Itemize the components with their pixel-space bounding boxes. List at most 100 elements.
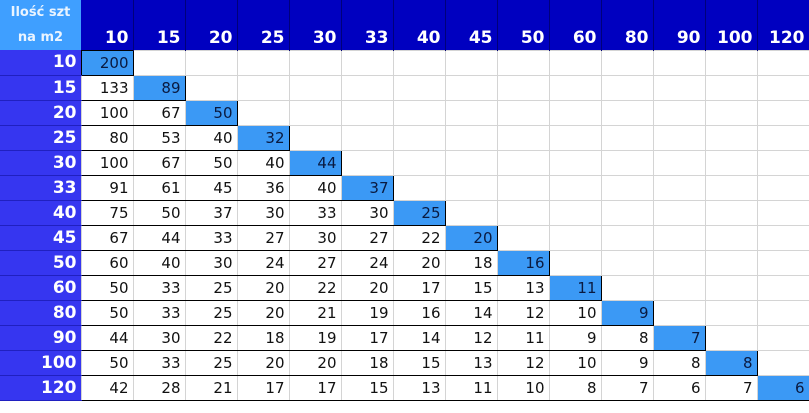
value-cell[interactable]: 25 <box>184 299 238 326</box>
value-cell[interactable]: 24 <box>236 249 290 276</box>
value-cell[interactable]: 20 <box>288 349 342 376</box>
value-cell[interactable]: 75 <box>80 199 134 226</box>
value-cell[interactable]: 17 <box>340 324 394 351</box>
empty-cell[interactable] <box>548 149 602 176</box>
value-cell[interactable]: 50 <box>80 349 134 376</box>
empty-cell[interactable] <box>288 124 342 151</box>
empty-cell[interactable] <box>600 249 654 276</box>
empty-cell[interactable] <box>548 74 602 101</box>
column-header[interactable]: 15 <box>133 0 186 50</box>
value-cell[interactable]: 18 <box>444 249 498 276</box>
empty-cell[interactable] <box>756 199 809 226</box>
empty-cell[interactable] <box>600 74 654 101</box>
row-header[interactable]: 33 <box>0 175 81 201</box>
column-header[interactable]: 45 <box>445 0 498 50</box>
row-header[interactable]: 50 <box>0 250 81 276</box>
value-cell[interactable]: 50 <box>80 274 134 301</box>
value-cell[interactable]: 12 <box>444 324 498 351</box>
row-header[interactable]: 30 <box>0 150 81 176</box>
column-header[interactable]: 10 <box>81 0 134 50</box>
empty-cell[interactable] <box>600 99 654 126</box>
value-cell[interactable]: 44 <box>80 324 134 351</box>
value-cell[interactable]: 20 <box>392 249 446 276</box>
value-cell[interactable]: 18 <box>340 349 394 376</box>
empty-cell[interactable] <box>340 74 394 101</box>
empty-cell[interactable] <box>756 99 809 126</box>
row-header[interactable]: 15 <box>0 75 81 101</box>
value-cell[interactable]: 30 <box>184 249 238 276</box>
row-header[interactable]: 45 <box>0 225 81 251</box>
empty-cell[interactable] <box>496 149 550 176</box>
value-cell[interactable]: 28 <box>132 374 186 401</box>
column-header[interactable]: 20 <box>185 0 238 50</box>
value-cell[interactable]: 100 <box>80 99 134 126</box>
value-cell[interactable]: 36 <box>236 174 290 201</box>
empty-cell[interactable] <box>496 99 550 126</box>
empty-cell[interactable] <box>756 149 809 176</box>
empty-cell[interactable] <box>340 99 394 126</box>
value-cell[interactable]: 24 <box>340 249 394 276</box>
corner-header-cell[interactable]: Ilość szt na m2 <box>0 0 81 50</box>
value-cell[interactable]: 50 <box>184 149 238 176</box>
value-cell[interactable]: 9 <box>548 324 602 351</box>
empty-cell[interactable] <box>340 124 394 151</box>
empty-cell[interactable] <box>444 49 498 76</box>
value-cell[interactable]: 10 <box>548 349 602 376</box>
empty-cell[interactable] <box>392 149 446 176</box>
empty-cell[interactable] <box>704 74 758 101</box>
empty-cell[interactable] <box>704 124 758 151</box>
value-cell[interactable]: 45 <box>184 174 238 201</box>
empty-cell[interactable] <box>756 74 809 101</box>
empty-cell[interactable] <box>756 324 809 351</box>
value-cell[interactable]: 20 <box>236 274 290 301</box>
value-cell[interactable]: 33 <box>288 199 342 226</box>
empty-cell[interactable] <box>444 124 498 151</box>
column-header[interactable]: 100 <box>705 0 758 50</box>
value-cell[interactable]: 50 <box>132 199 186 226</box>
empty-cell[interactable] <box>496 174 550 201</box>
empty-cell[interactable] <box>236 99 290 126</box>
diagonal-cell[interactable]: 20 <box>444 224 498 251</box>
value-cell[interactable]: 7 <box>600 374 654 401</box>
column-header[interactable]: 25 <box>237 0 290 50</box>
value-cell[interactable]: 14 <box>444 299 498 326</box>
value-cell[interactable]: 8 <box>652 349 706 376</box>
empty-cell[interactable] <box>652 174 706 201</box>
value-cell[interactable]: 30 <box>340 199 394 226</box>
diagonal-cell[interactable]: 8 <box>704 349 758 376</box>
column-header[interactable]: 40 <box>393 0 446 50</box>
diagonal-cell[interactable]: 200 <box>80 49 134 76</box>
value-cell[interactable]: 133 <box>80 74 134 101</box>
value-cell[interactable]: 18 <box>236 324 290 351</box>
value-cell[interactable]: 40 <box>184 124 238 151</box>
value-cell[interactable]: 80 <box>80 124 134 151</box>
value-cell[interactable]: 6 <box>652 374 706 401</box>
empty-cell[interactable] <box>548 49 602 76</box>
value-cell[interactable]: 61 <box>132 174 186 201</box>
column-header[interactable]: 33 <box>341 0 394 50</box>
diagonal-cell[interactable]: 89 <box>132 74 186 101</box>
value-cell[interactable]: 16 <box>392 299 446 326</box>
value-cell[interactable]: 20 <box>236 349 290 376</box>
column-header[interactable]: 90 <box>653 0 706 50</box>
empty-cell[interactable] <box>704 299 758 326</box>
value-cell[interactable]: 40 <box>132 249 186 276</box>
value-cell[interactable]: 22 <box>184 324 238 351</box>
column-header[interactable]: 120 <box>757 0 809 50</box>
empty-cell[interactable] <box>704 49 758 76</box>
empty-cell[interactable] <box>548 224 602 251</box>
empty-cell[interactable] <box>184 49 238 76</box>
row-header[interactable]: 120 <box>0 375 81 401</box>
empty-cell[interactable] <box>600 274 654 301</box>
empty-cell[interactable] <box>184 74 238 101</box>
empty-cell[interactable] <box>756 349 809 376</box>
value-cell[interactable]: 25 <box>184 349 238 376</box>
empty-cell[interactable] <box>548 174 602 201</box>
value-cell[interactable]: 22 <box>288 274 342 301</box>
column-header[interactable]: 50 <box>497 0 550 50</box>
value-cell[interactable]: 12 <box>496 299 550 326</box>
value-cell[interactable]: 15 <box>444 274 498 301</box>
empty-cell[interactable] <box>392 174 446 201</box>
empty-cell[interactable] <box>756 174 809 201</box>
value-cell[interactable]: 20 <box>340 274 394 301</box>
